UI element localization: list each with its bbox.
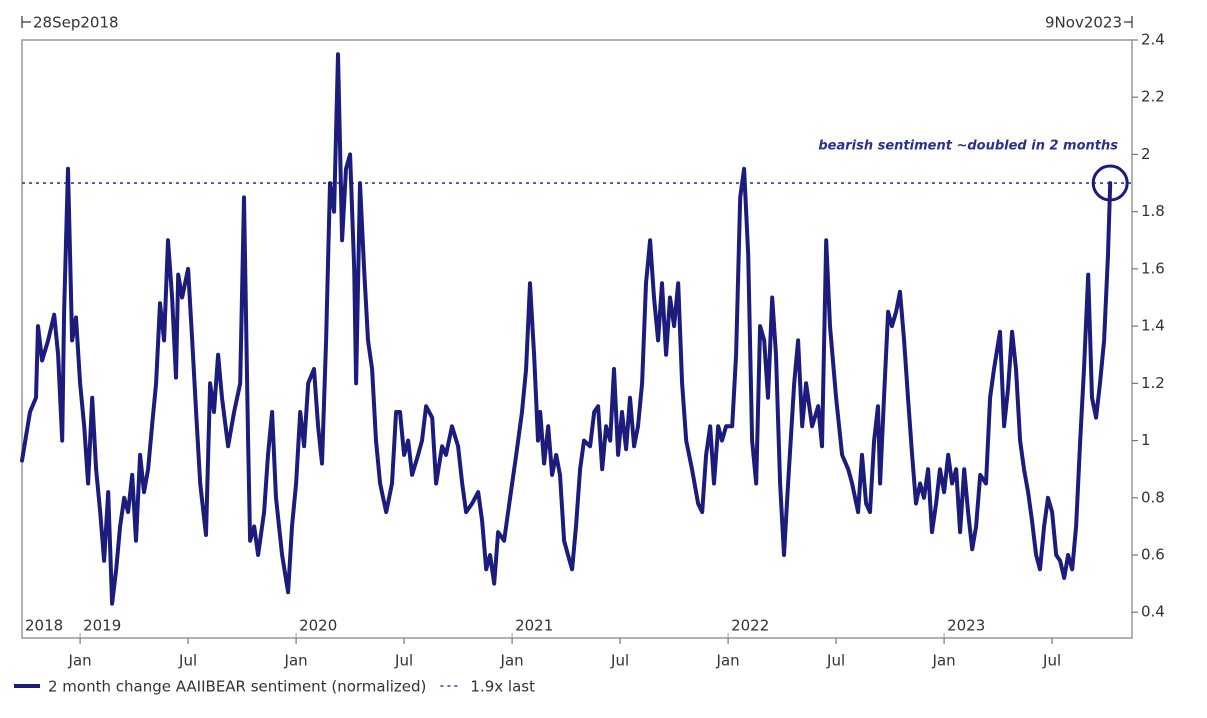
- year-label: 2020: [299, 617, 337, 635]
- y-tick-label: 2: [1141, 145, 1151, 163]
- start-date: 28Sep2018: [33, 14, 119, 32]
- y-tick-label: 1.2: [1141, 374, 1165, 392]
- legend-label: 1.9x last: [470, 678, 535, 696]
- y-tick-label: 1.8: [1141, 202, 1165, 220]
- year-label: 2019: [83, 617, 121, 635]
- y-tick-label: 1.6: [1141, 259, 1165, 277]
- plot-frame: [21, 39, 1133, 639]
- x-tick-label: Jan: [716, 652, 740, 670]
- x-tick-label: Jul: [178, 652, 197, 670]
- x-tick-label: Jul: [1042, 652, 1061, 670]
- year-label: 2023: [947, 617, 985, 635]
- x-tick-label: Jan: [500, 652, 524, 670]
- x-tick-label: Jan: [284, 652, 308, 670]
- y-tick-label: 1: [1141, 431, 1151, 449]
- year-label: 2018: [25, 617, 63, 635]
- x-tick-label: Jan: [68, 652, 92, 670]
- y-tick-label: 2.4: [1141, 31, 1165, 49]
- x-tick-label: Jul: [394, 652, 413, 670]
- legend-label: 2 month change AAIIBEAR sentiment (norma…: [48, 678, 426, 696]
- y-tick-label: 0.8: [1141, 488, 1165, 506]
- series-line: [20, 52, 1113, 606]
- end-date: 9Nov2023: [1045, 14, 1122, 32]
- x-tick-label: Jul: [826, 652, 845, 670]
- highlight-circle: [1091, 164, 1129, 202]
- y-tick-label: 1.4: [1141, 317, 1165, 335]
- x-tick-label: Jul: [610, 652, 629, 670]
- x-tick-label: Jan: [932, 652, 956, 670]
- annotation: bearish sentiment ~doubled in 2 months: [818, 139, 1118, 154]
- y-tick-label: 0.4: [1141, 603, 1165, 621]
- year-label: 2021: [515, 617, 553, 635]
- year-label: 2022: [731, 617, 769, 635]
- y-tick-label: 0.6: [1141, 546, 1165, 564]
- y-tick-label: 2.2: [1141, 88, 1165, 106]
